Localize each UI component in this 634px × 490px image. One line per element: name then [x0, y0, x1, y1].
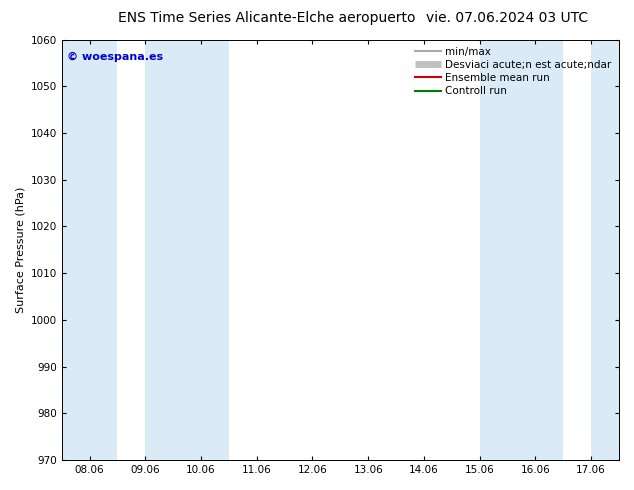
- Bar: [145, 40, 229, 460]
- Text: vie. 07.06.2024 03 UTC: vie. 07.06.2024 03 UTC: [426, 11, 588, 25]
- Text: ENS Time Series Alicante-Elche aeropuerto: ENS Time Series Alicante-Elche aeropuert…: [117, 11, 415, 25]
- Text: © woespana.es: © woespana.es: [67, 52, 164, 62]
- Legend: min/max, Desviaci acute;n est acute;ndar, Ensemble mean run, Controll run: min/max, Desviaci acute;n est acute;ndar…: [413, 45, 614, 98]
- Bar: [61, 40, 117, 460]
- Bar: [591, 40, 619, 460]
- Y-axis label: Surface Pressure (hPa): Surface Pressure (hPa): [15, 187, 25, 313]
- Bar: [480, 40, 563, 460]
